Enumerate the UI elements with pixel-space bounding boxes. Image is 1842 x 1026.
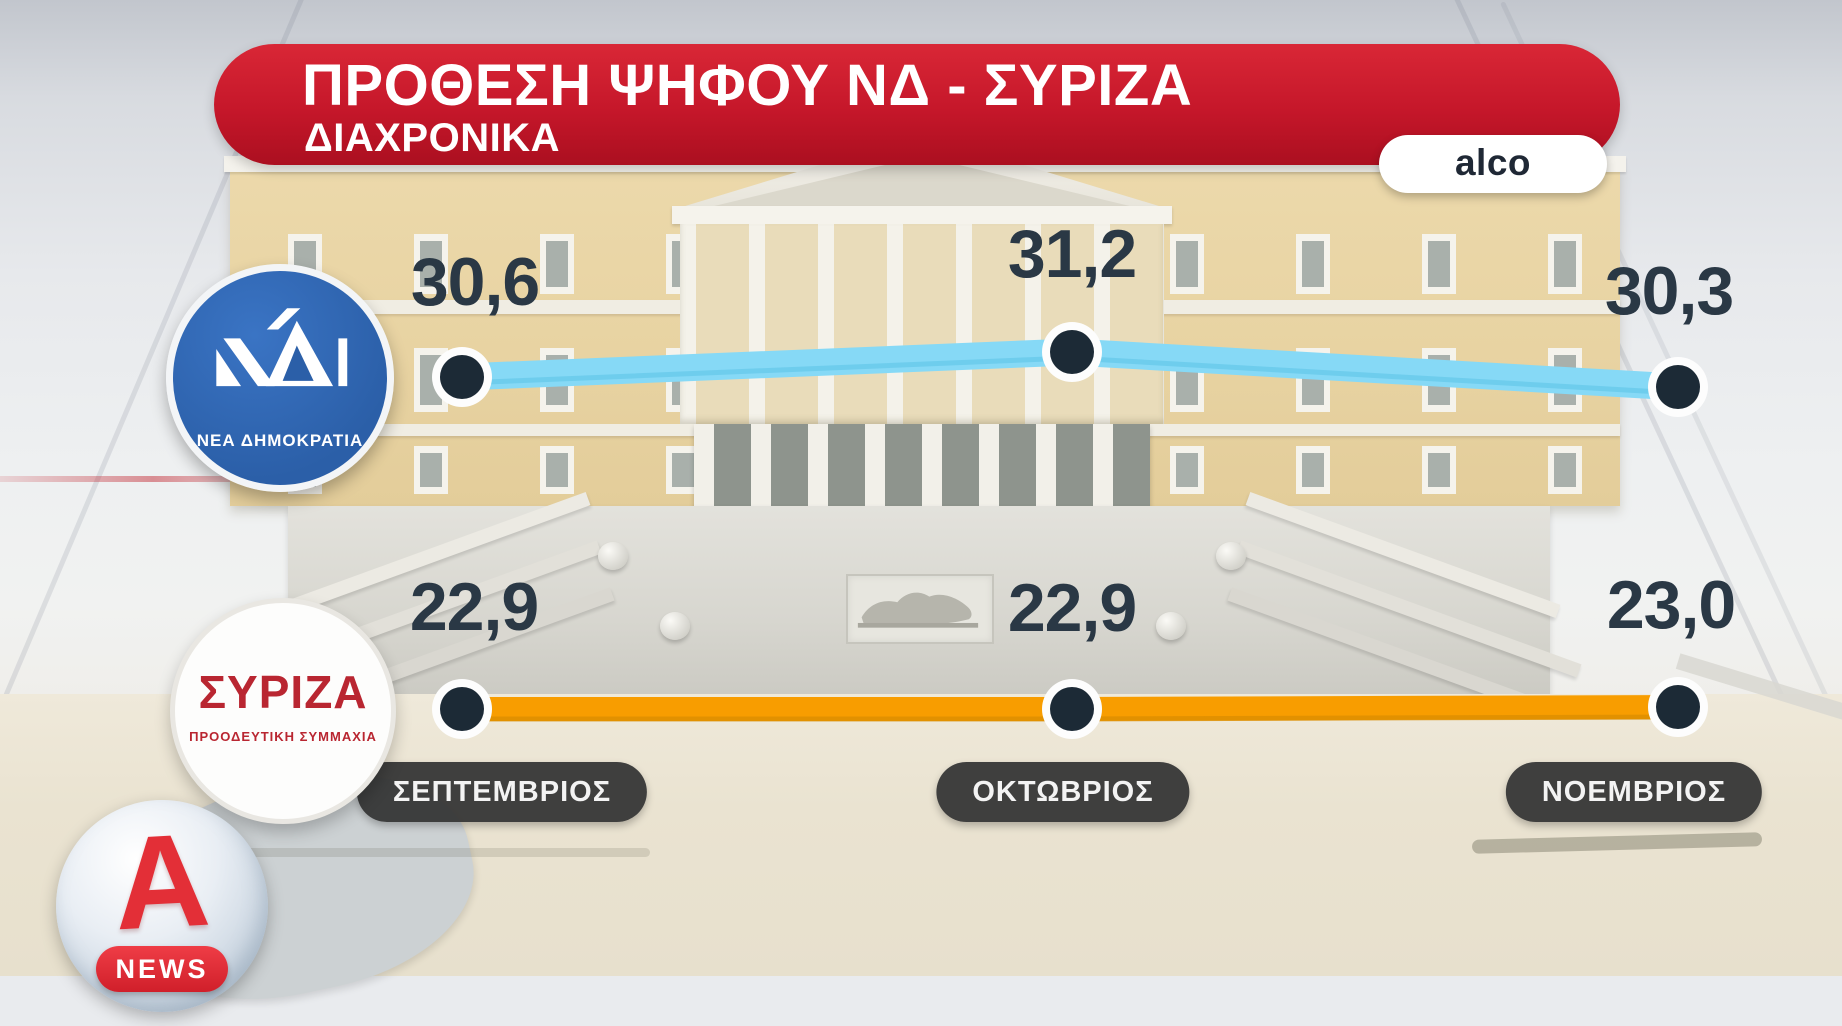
nd-point-november	[1648, 357, 1708, 417]
nd-logo: ΝΕΑ ΔΗΜΟΚΡΑΤΙΑ	[166, 264, 394, 492]
backdrop-red-line	[0, 476, 340, 482]
nd-point-september	[432, 347, 492, 407]
chart-subtitle: ΔΙΑΧΡΟΝΙΚΑ	[304, 116, 560, 160]
syriza-point-october	[1042, 679, 1102, 739]
stair-knob	[1216, 542, 1246, 570]
alpha-news-logo: Α NEWS	[56, 800, 268, 1012]
syriza-value-label-november: 23,0	[1606, 567, 1736, 643]
portico-columns-upper	[680, 224, 1164, 424]
nd-logo-mark-icon	[216, 308, 348, 387]
syriza-point-november	[1648, 677, 1708, 737]
nd-logo-label: ΝΕΑ ΔΗΜΟΚΡΑΤΙΑ	[196, 431, 364, 450]
nd-value-label-november: 30,3	[1604, 253, 1734, 329]
stair-knob	[660, 612, 690, 640]
nd-point-october	[1042, 322, 1102, 382]
syriza-logo-tagline: ΠΡΟΟΔΕΥΤΙΚΗ ΣΥΜΜΑΧΙΑ	[189, 729, 377, 744]
month-label-september: ΣΕΠΤΕΜΒΡΙΟΣ	[356, 762, 648, 822]
soldier-relief	[846, 574, 994, 644]
portico-columns-lower	[694, 424, 1150, 508]
stair-knob	[1156, 612, 1186, 640]
nd-value-label-september: 30,6	[410, 244, 540, 320]
syriza-value-label-september: 22,9	[409, 569, 539, 645]
chart-title: ΠΡΟΘΕΣΗ ΨΗΦΟΥ ΝΔ - ΣΥΡΙΖΑ	[302, 53, 1193, 118]
syriza-logo: ΣΥΡΙΖΑ ΠΡΟΟΔΕΥΤΙΚΗ ΣΥΜΜΑΧΙΑ	[170, 598, 396, 824]
poll-trend-chart	[432, 322, 1708, 739]
syriza-value-label-october: 22,9	[1007, 570, 1137, 646]
entablature	[672, 206, 1172, 224]
alpha-letter-icon: Α	[110, 805, 214, 958]
alpha-news-badge: NEWS	[96, 946, 228, 992]
floor-shadow	[230, 848, 650, 857]
syriza-logo-name: ΣΥΡΙΖΑ	[198, 666, 368, 718]
nd-value-label-october: 31,2	[1007, 216, 1137, 292]
month-label-november: ΝΟΕΜΒΡΙΟΣ	[1505, 762, 1763, 822]
syriza-point-september	[432, 679, 492, 739]
pollster-badge: alco	[1379, 135, 1607, 193]
month-label-october: ΟΚΤΩΒΡΙΟΣ	[936, 762, 1190, 822]
stair-knob	[598, 542, 628, 570]
